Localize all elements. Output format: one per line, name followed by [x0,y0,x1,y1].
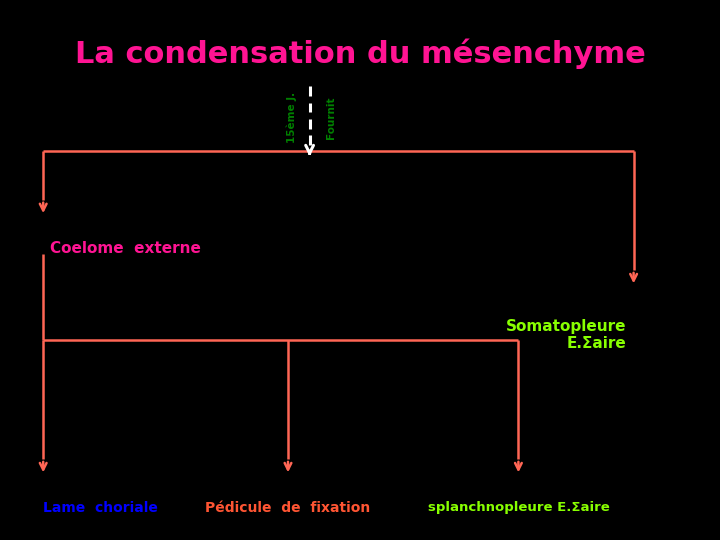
Text: Fournit: Fournit [326,96,336,139]
Text: 15ème J.: 15ème J. [287,92,297,143]
Text: Lame  choriale: Lame choriale [43,501,158,515]
Text: La condensation du mésenchyme: La condensation du mésenchyme [75,39,645,69]
Text: splanchnopleure E.Σaire: splanchnopleure E.Σaire [428,501,609,514]
Text: Somatopleure
E.Σaire: Somatopleure E.Σaire [506,319,626,351]
Text: Pédicule  de  fixation: Pédicule de fixation [205,501,371,515]
Text: Coelome  externe: Coelome externe [50,241,202,256]
